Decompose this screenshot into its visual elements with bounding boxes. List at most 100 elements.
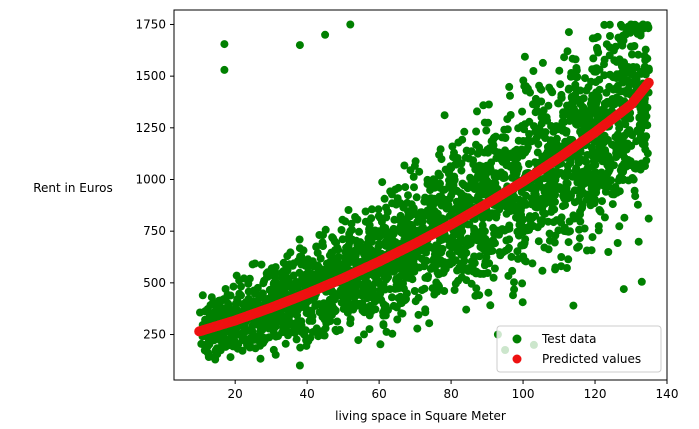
test-data-point xyxy=(569,301,578,310)
test-data-point xyxy=(629,175,638,184)
test-data-point xyxy=(609,188,618,197)
test-data-point xyxy=(616,71,625,80)
test-data-point xyxy=(559,108,568,117)
test-data-point xyxy=(631,164,640,173)
test-data-point xyxy=(634,237,643,246)
test-data-point xyxy=(636,104,645,113)
test-data-point xyxy=(346,20,355,29)
test-data-point xyxy=(623,128,632,137)
test-data-point xyxy=(281,282,290,291)
test-data-point xyxy=(627,20,635,29)
test-data-point xyxy=(224,302,233,311)
test-data-point xyxy=(467,147,476,156)
test-data-point xyxy=(537,97,546,106)
test-data-point xyxy=(444,169,453,178)
test-data-point xyxy=(196,308,204,317)
test-data-point xyxy=(433,257,442,266)
test-data-point xyxy=(473,149,482,158)
test-data-point xyxy=(233,295,242,304)
test-data-point xyxy=(611,133,620,142)
test-data-point xyxy=(518,107,527,116)
test-data-point xyxy=(388,234,397,243)
test-data-point xyxy=(445,195,454,204)
test-data-point xyxy=(297,328,306,337)
test-data-point xyxy=(315,308,324,317)
test-data-point xyxy=(618,135,627,144)
test-data-point xyxy=(525,212,534,221)
x-axis-label: living space in Square Meter xyxy=(335,409,506,423)
test-data-point xyxy=(487,158,496,167)
test-data-point xyxy=(640,62,649,71)
test-data-point xyxy=(388,293,396,302)
test-data-point xyxy=(601,100,609,109)
test-data-point xyxy=(350,281,359,290)
test-data-point xyxy=(374,212,383,221)
test-data-point xyxy=(533,200,542,209)
test-data-point xyxy=(608,140,616,149)
test-data-point xyxy=(509,291,517,300)
test-data-point xyxy=(580,224,589,233)
y-tick-label: 1750 xyxy=(135,17,166,31)
test-data-point xyxy=(328,301,337,310)
test-data-point xyxy=(523,223,532,232)
test-data-point xyxy=(641,45,650,54)
test-data-point xyxy=(240,274,248,283)
test-data-point xyxy=(475,228,484,237)
test-data-point xyxy=(264,324,273,333)
test-data-point xyxy=(329,234,337,243)
test-data-point xyxy=(518,279,527,288)
test-data-point xyxy=(533,106,542,115)
test-data-point xyxy=(328,310,336,319)
test-data-point xyxy=(525,117,534,126)
test-data-point xyxy=(597,171,606,179)
test-data-point xyxy=(441,264,450,273)
test-data-point xyxy=(392,303,401,312)
test-data-point xyxy=(642,112,651,121)
test-data-point xyxy=(421,308,430,317)
test-data-point xyxy=(380,229,388,238)
test-data-point xyxy=(429,205,438,214)
test-data-point xyxy=(518,151,527,160)
test-data-point xyxy=(418,217,427,226)
test-data-point xyxy=(472,284,481,293)
test-data-point xyxy=(408,275,417,284)
test-data-point xyxy=(490,264,499,273)
test-data-point xyxy=(620,159,628,168)
test-data-point xyxy=(595,136,604,145)
test-data-point xyxy=(544,217,553,226)
test-data-point xyxy=(497,168,506,177)
test-data-point xyxy=(615,222,624,231)
test-data-point xyxy=(374,205,383,214)
test-data-point xyxy=(513,227,522,236)
test-data-point xyxy=(600,20,609,29)
test-data-point xyxy=(288,309,297,318)
test-data-point xyxy=(592,64,601,73)
test-data-point xyxy=(634,50,643,59)
test-data-point xyxy=(510,153,518,162)
test-data-point xyxy=(641,162,649,170)
y-tick-label: 750 xyxy=(143,224,166,238)
test-data-point xyxy=(564,28,573,37)
test-data-point xyxy=(462,305,471,314)
test-data-point xyxy=(293,280,302,289)
test-data-point xyxy=(379,320,388,329)
test-data-point xyxy=(572,73,581,82)
test-data-point xyxy=(257,293,265,302)
test-data-point xyxy=(568,172,577,181)
test-data-point xyxy=(399,222,408,231)
test-data-point xyxy=(528,259,537,268)
test-data-point xyxy=(549,175,558,184)
test-data-point xyxy=(472,127,481,136)
y-axis-label: Rent in Euros xyxy=(33,181,113,195)
test-data-point xyxy=(510,147,519,156)
test-data-point xyxy=(509,167,518,176)
test-data-point xyxy=(467,196,476,204)
test-data-point xyxy=(319,327,328,336)
test-data-point xyxy=(576,207,584,216)
test-data-point xyxy=(271,317,280,326)
test-data-point xyxy=(256,354,265,363)
test-data-point xyxy=(221,285,230,293)
test-data-point xyxy=(406,269,415,277)
test-data-point xyxy=(415,263,424,272)
test-data-point xyxy=(231,329,240,337)
